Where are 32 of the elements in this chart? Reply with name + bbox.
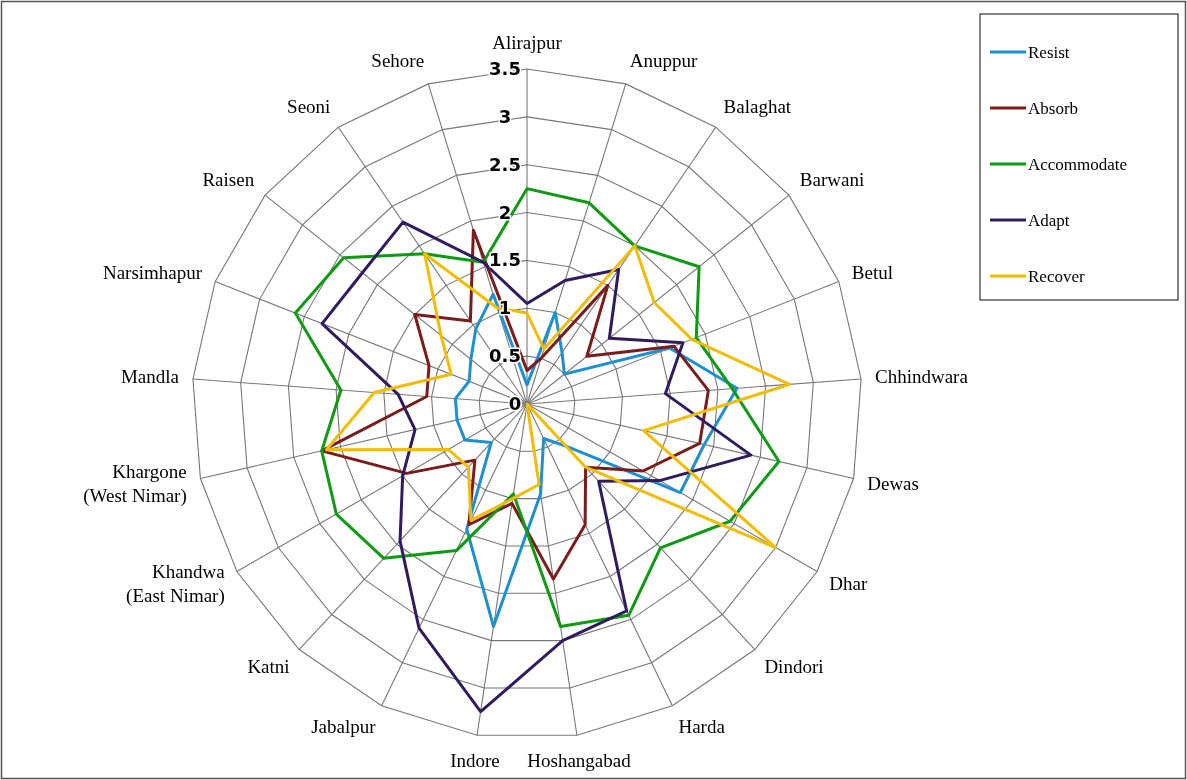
y-tick-label: 0	[508, 393, 522, 414]
spoke-label: Mandla	[120, 366, 180, 388]
spoke-label: Jabalpur	[311, 716, 377, 738]
spoke-label: Dindori	[764, 656, 824, 678]
spoke-label: Dhar	[829, 572, 868, 594]
spoke-label: Raisen	[202, 169, 255, 191]
spoke-label: Chhindwara	[875, 366, 969, 388]
y-tick-label: 1.5	[489, 249, 521, 271]
spoke-label: Betul	[851, 261, 894, 283]
spoke-label: Seoni	[287, 96, 331, 118]
spoke-label: Balaghat	[723, 96, 792, 118]
spoke-label: Narsimhapur	[102, 261, 203, 283]
legend-label: Recover	[1028, 267, 1085, 286]
spoke-label: Hoshangabad	[527, 750, 632, 772]
y-tick-label: 3.5	[489, 58, 521, 79]
spoke-label: Khandwa (East Nimar)	[126, 560, 226, 607]
spoke-label: Alirajpur	[492, 32, 563, 53]
spoke-label: Katni	[247, 656, 290, 678]
spoke-label: Khargone (West Nimar)	[83, 460, 187, 507]
y-tick-label: 2	[498, 201, 512, 223]
legend-label: Adapt	[1028, 211, 1070, 230]
legend-label: Accommodate	[1028, 155, 1128, 174]
y-tick-label: 2.5	[489, 153, 521, 175]
spoke-label: Dewas	[867, 472, 919, 494]
y-tick-label: 3	[498, 105, 512, 127]
spoke-label: Anuppur	[629, 49, 699, 71]
spoke-label: Indore	[450, 750, 500, 772]
legend-label: Resist	[1028, 43, 1070, 62]
legend-label: Absorb	[1028, 99, 1079, 118]
spoke-label: Sehore	[371, 49, 425, 71]
spoke-label: Barwani	[799, 169, 865, 191]
spoke-label: Harda	[678, 716, 726, 738]
